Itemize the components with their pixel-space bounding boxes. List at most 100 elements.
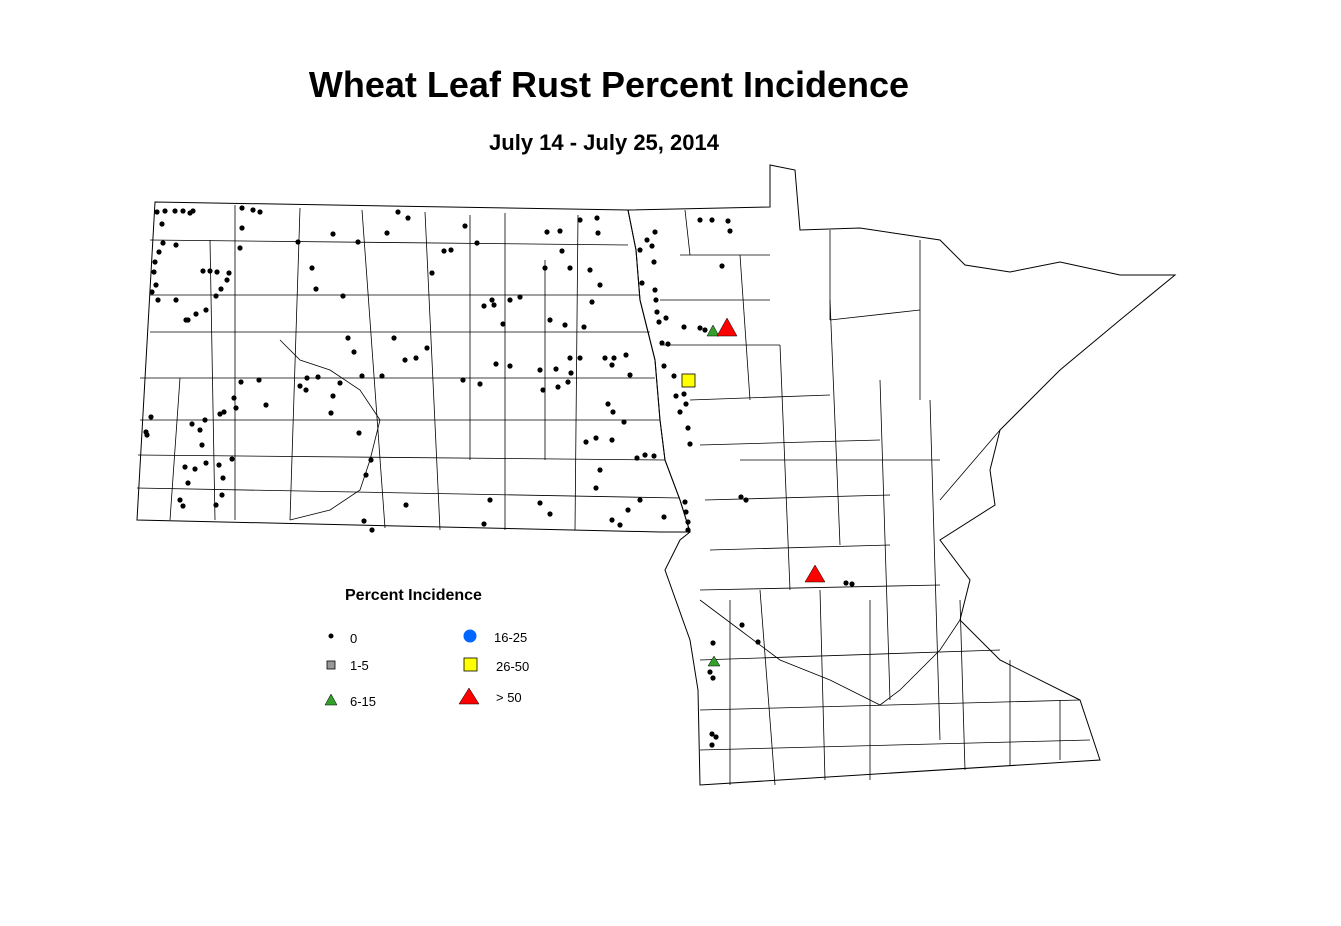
site-marker-0 [239, 205, 245, 211]
site-marker-0 [391, 335, 397, 341]
site-marker-0 [177, 497, 183, 503]
county-boundary [929, 399, 941, 741]
site-marker-0 [727, 228, 733, 234]
county-boundary [699, 584, 941, 591]
site-marker-0 [345, 335, 351, 341]
site-marker-0 [637, 247, 643, 253]
site-marker-0 [562, 322, 568, 328]
site-marker-0 [403, 502, 409, 508]
site-marker-0 [739, 622, 745, 628]
site-marker-0 [233, 405, 239, 411]
site-marker-0 [313, 286, 319, 292]
county-boundary [739, 254, 751, 401]
site-marker-0 [651, 453, 657, 459]
site-marker-0 [507, 363, 513, 369]
site-marker-0 [713, 734, 719, 740]
county-boundary [689, 394, 831, 401]
site-marker-0 [609, 517, 615, 523]
site-marker-0 [328, 410, 334, 416]
site-marker-0 [593, 485, 599, 491]
county-boundary [759, 589, 776, 786]
county-boundary [424, 211, 441, 531]
site-marker-0 [661, 363, 667, 369]
site-marker-0 [197, 427, 203, 433]
site-marker-0 [250, 207, 256, 213]
site-marker-0 [681, 391, 687, 397]
legend-dot-icon [328, 633, 334, 639]
county-boundary [939, 429, 1001, 501]
site-marker-0 [610, 409, 616, 415]
county-boundary [829, 299, 841, 546]
legend-square-icon [463, 657, 478, 672]
site-marker-0 [673, 393, 679, 399]
site-marker-0 [402, 357, 408, 363]
site-marker-0 [567, 355, 573, 361]
site-marker-0 [652, 229, 658, 235]
site-marker-0 [625, 507, 631, 513]
site-marker-0 [183, 317, 189, 323]
county-boundary [699, 739, 1091, 751]
site-marker-0 [297, 383, 303, 389]
site-marker-0 [295, 239, 301, 245]
site-marker-0 [448, 247, 454, 253]
site-marker-0 [493, 361, 499, 367]
site-marker-0 [659, 340, 665, 346]
legend-triangle-icon [324, 693, 338, 706]
site-marker-0 [405, 215, 411, 221]
site-marker-0 [709, 742, 715, 748]
site-marker-0 [185, 480, 191, 486]
legend-circle-icon [463, 629, 477, 643]
site-marker-0 [337, 380, 343, 386]
site-marker-0 [160, 240, 166, 246]
site-marker-0 [193, 311, 199, 317]
site-marker-0 [229, 456, 235, 462]
county-boundary [149, 239, 629, 246]
site-marker-0 [709, 731, 715, 737]
site-marker-0 [517, 294, 523, 300]
county-boundary [684, 209, 691, 256]
site-marker-0 [231, 395, 237, 401]
minnesota-outline [627, 164, 1177, 786]
site-marker-0 [155, 297, 161, 303]
site-marker-0 [356, 430, 362, 436]
site-marker-0 [315, 374, 321, 380]
legend-label-16-25: 16-25 [494, 630, 528, 645]
site-marker-0 [671, 373, 677, 379]
site-marker-0 [507, 297, 513, 303]
site-marker-0 [637, 497, 643, 503]
site-marker-0 [557, 228, 563, 234]
site-marker-0 [665, 341, 671, 347]
site-marker-0 [474, 240, 480, 246]
county-boundary [361, 209, 386, 529]
site-marker-0 [755, 639, 761, 645]
site-marker-0 [491, 302, 497, 308]
site-marker-0 [577, 355, 583, 361]
site-marker-0 [683, 509, 689, 515]
site-marker-0 [144, 432, 150, 438]
site-marker-0 [477, 381, 483, 387]
site-marker-0 [661, 514, 667, 520]
map-subtitle: July 14 - July 25, 2014 [489, 130, 719, 155]
legend-label-0: 0 [350, 631, 358, 646]
site-marker-0 [583, 439, 589, 445]
site-marker-0 [617, 522, 623, 528]
site-marker-0 [644, 237, 650, 243]
site-marker-0 [303, 387, 309, 393]
county-boundary [169, 377, 181, 521]
site-marker-6-15 [706, 324, 720, 337]
site-marker-0 [593, 435, 599, 441]
site-marker-0 [481, 303, 487, 309]
site-marker-0 [237, 245, 243, 251]
site-marker-0 [738, 494, 744, 500]
site-marker-0 [685, 425, 691, 431]
county-boundary [209, 239, 216, 521]
site-marker-0 [187, 210, 193, 216]
site-marker-0 [363, 472, 369, 478]
site-marker-0 [651, 259, 657, 265]
site-marker-0 [654, 309, 660, 315]
county-boundary [819, 589, 826, 781]
site-marker-0 [256, 377, 262, 383]
site-marker-0 [595, 230, 601, 236]
site-marker-0 [719, 263, 725, 269]
site-marker-0 [368, 457, 374, 463]
